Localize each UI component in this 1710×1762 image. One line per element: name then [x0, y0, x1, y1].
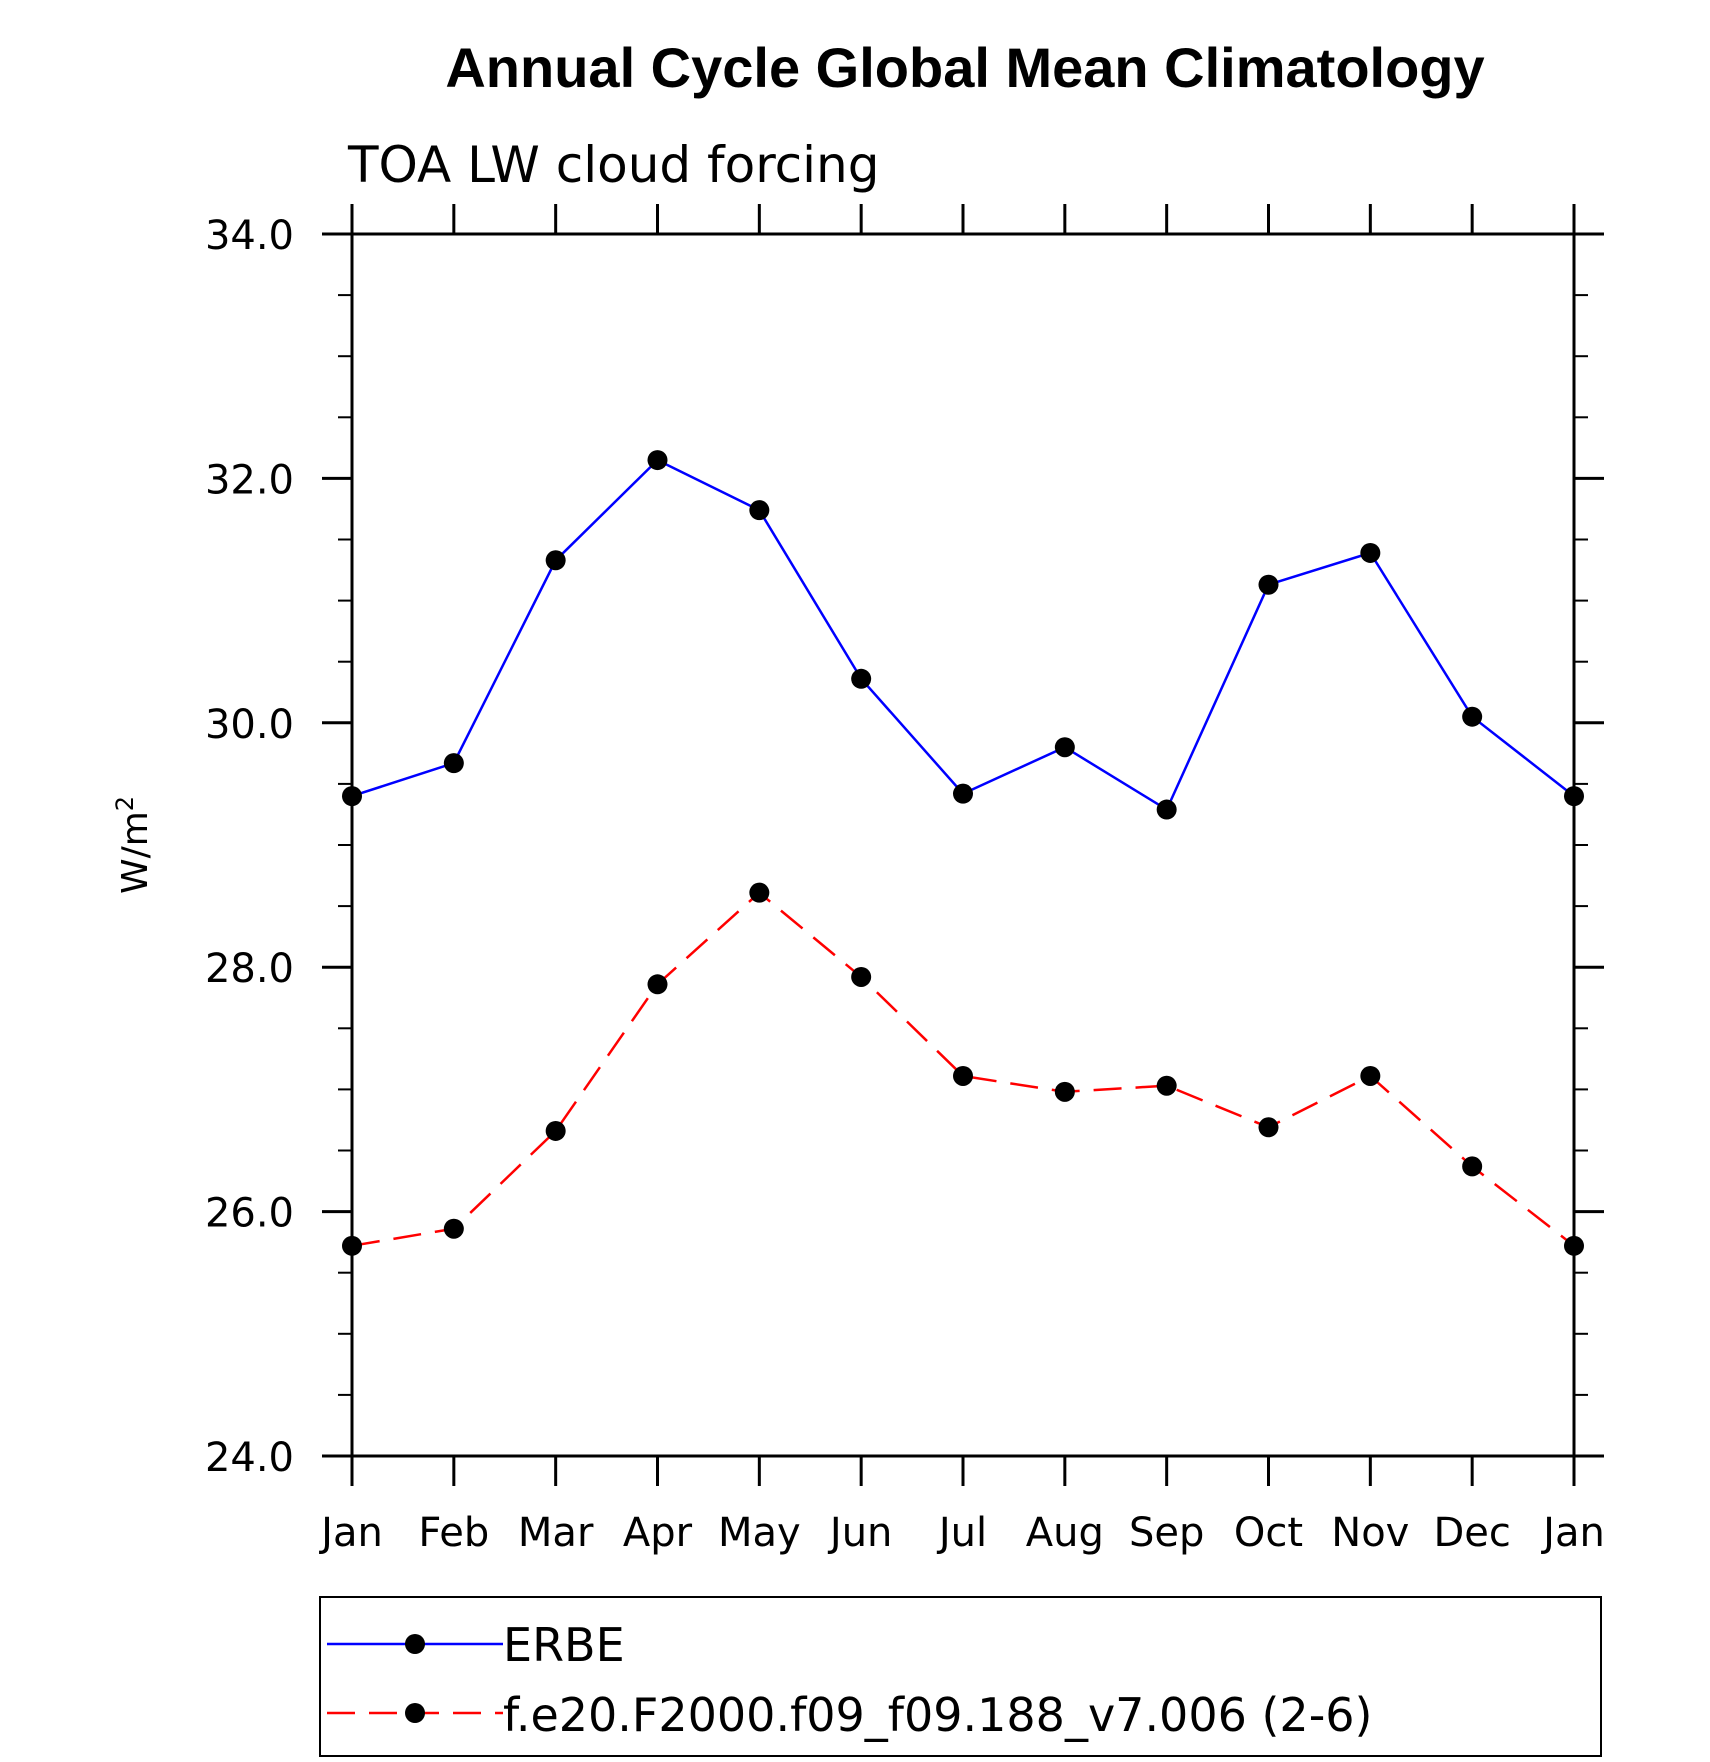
data-point: [749, 882, 770, 903]
data-point: [545, 550, 566, 571]
data-point: [1564, 1235, 1584, 1256]
x-tick-label: Apr: [623, 1510, 693, 1556]
plot-frame: [350, 232, 1576, 1458]
legend-box: [319, 1596, 1602, 1757]
x-tick-label: Dec: [1433, 1510, 1510, 1556]
y-tick-label: 34.0: [205, 213, 294, 259]
y-tick-label: 26.0: [205, 1191, 294, 1237]
y-tick-label: 28.0: [205, 946, 294, 992]
x-tick-label: Feb: [418, 1510, 489, 1556]
data-point: [851, 668, 872, 689]
data-point: [953, 783, 973, 804]
y-axis-label: W/m: [115, 811, 156, 894]
x-tick-labels: Jan Feb Mar Apr May Jun Jul Aug Sep Oct Nov Dec Jan: [318, 1510, 1605, 1556]
x-tick-label: Oct: [1234, 1510, 1303, 1556]
legend-label-model: f.e20.F2000.f09_f09.188_v7.006 (2-6): [503, 1688, 1373, 1742]
y-axis-label-superscript: 2: [111, 796, 139, 811]
data-point: [1462, 1156, 1483, 1177]
x-tick-label: Jan: [318, 1510, 383, 1556]
data-point: [1258, 574, 1279, 595]
x-tick-label: Sep: [1129, 1510, 1204, 1556]
data-point: [647, 974, 668, 995]
legend-marker-model: [405, 1703, 425, 1723]
data-point: [1054, 737, 1075, 758]
legend-marker-erbe: [405, 1634, 425, 1654]
data-point: [1564, 786, 1584, 807]
y-tick-labels: 24.0 26.0 28.0 30.0 32.0 34.0: [205, 213, 294, 1481]
y-tick-label: 32.0: [205, 457, 294, 503]
data-point: [1462, 706, 1483, 727]
legend-entry-model: f.e20.F2000.f09_f09.188_v7.006 (2-6): [327, 1688, 1373, 1742]
y-tick-label: 24.0: [205, 1435, 294, 1481]
x-tick-label: Jul: [936, 1510, 987, 1556]
axis-ticks: [322, 204, 1604, 1486]
data-point: [953, 1065, 973, 1086]
data-point: [851, 966, 872, 987]
data-point: [1258, 1117, 1279, 1138]
data-point: [1156, 1075, 1177, 1096]
data-point: [647, 450, 668, 471]
chart-subtitle: TOA LW cloud forcing: [347, 136, 879, 194]
svg-text:W/m2: W/m2: [111, 796, 156, 894]
legend-label-erbe: ERBE: [503, 1618, 625, 1672]
data-point: [342, 786, 362, 807]
x-tick-label: May: [718, 1510, 801, 1556]
chart-title: Annual Cycle Global Mean Climatology: [445, 36, 1484, 99]
series-layer: [342, 450, 1584, 1256]
x-tick-label: Jun: [827, 1510, 893, 1556]
data-point: [342, 1235, 362, 1256]
y-axis-title: W/m2: [111, 796, 156, 894]
x-tick-label: Aug: [1026, 1510, 1104, 1556]
data-point: [545, 1120, 566, 1141]
series-line-0: [351, 458, 1575, 812]
data-point: [1360, 542, 1381, 563]
data-point: [1360, 1065, 1381, 1086]
x-tick-label: Jan: [1540, 1510, 1605, 1556]
data-point: [443, 753, 464, 774]
legend-entry-erbe: ERBE: [327, 1618, 625, 1672]
y-tick-label: 30.0: [205, 702, 294, 748]
data-point: [749, 500, 770, 521]
data-point: [1054, 1081, 1075, 1102]
x-tick-label: Nov: [1331, 1510, 1409, 1556]
data-point: [1156, 799, 1177, 820]
data-point: [443, 1218, 464, 1239]
x-tick-label: Mar: [518, 1510, 594, 1556]
